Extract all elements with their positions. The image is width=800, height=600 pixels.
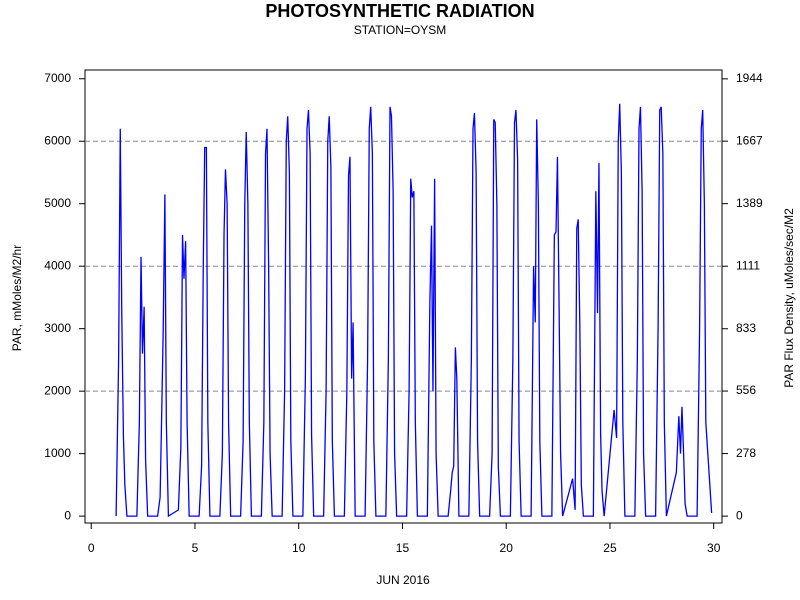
x-tick-label: 30 bbox=[707, 541, 721, 555]
y2-tick-label: 1389 bbox=[736, 196, 763, 210]
y2-tick-label: 556 bbox=[736, 383, 756, 397]
plot-frame bbox=[84, 69, 723, 524]
y2-tick-label: 0 bbox=[736, 508, 743, 522]
y2-tick-label: 278 bbox=[736, 446, 756, 460]
x-tick-label: 0 bbox=[88, 541, 95, 555]
y2-tick-label: 1111 bbox=[736, 258, 760, 272]
x-tick-label: 15 bbox=[396, 541, 410, 555]
x-tick-label: 20 bbox=[500, 541, 514, 555]
x-tick-label: 10 bbox=[292, 541, 306, 555]
y-tick-label: 1000 bbox=[44, 446, 71, 460]
y-tick-label: 5000 bbox=[44, 196, 71, 210]
y2-tick-label: 1667 bbox=[736, 133, 763, 147]
y-tick-label: 2000 bbox=[44, 383, 71, 397]
y2-axis-label: PAR Flux Density, uMoles/sec/M2 bbox=[782, 208, 796, 388]
y-axis-label: PAR, mMoles/M2/hr bbox=[10, 245, 24, 351]
y-tick-label: 3000 bbox=[44, 321, 71, 335]
chart-subtitle: STATION=OYSM bbox=[354, 23, 447, 37]
x-axis-label: JUN 2016 bbox=[376, 573, 430, 587]
x-tick-label: 25 bbox=[603, 541, 617, 555]
y-tick-label: 4000 bbox=[44, 258, 71, 272]
y-tick-label: 7000 bbox=[44, 71, 71, 85]
y-tick-label: 0 bbox=[64, 508, 71, 522]
y2-tick-label: 833 bbox=[736, 321, 756, 335]
chart-title: PHOTOSYNTHETIC RADIATION bbox=[265, 1, 534, 21]
y2-tick-label: 1944 bbox=[736, 71, 763, 85]
y-tick-label: 6000 bbox=[44, 133, 71, 147]
x-tick-label: 5 bbox=[192, 541, 199, 555]
data-line bbox=[115, 103, 713, 518]
